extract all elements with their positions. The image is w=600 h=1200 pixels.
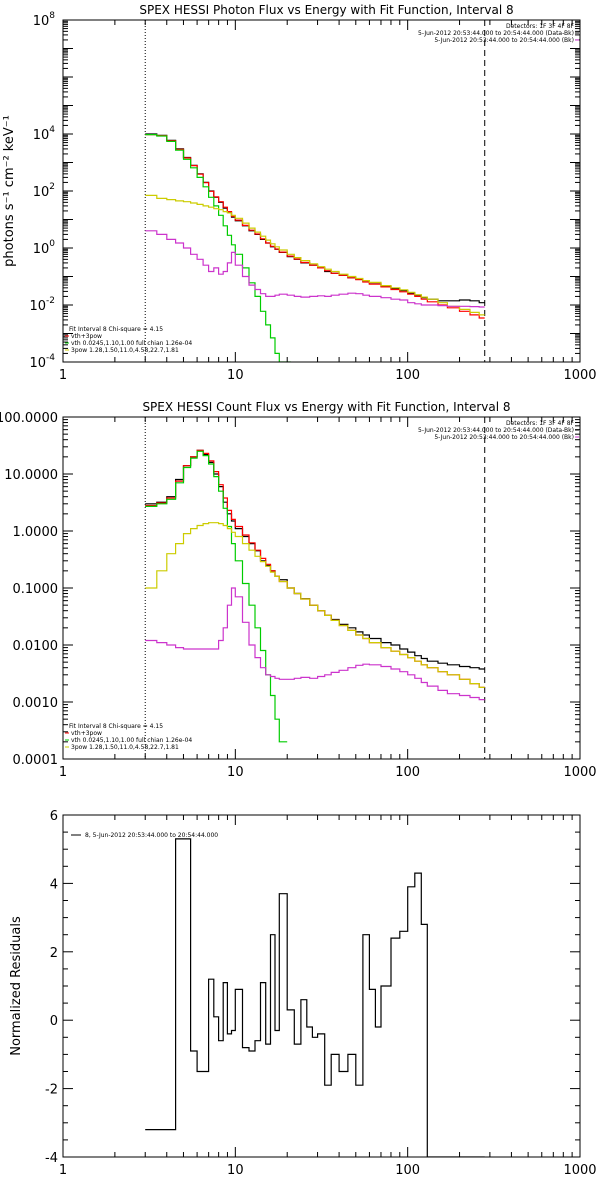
x-tick-label: 1 [59, 1163, 67, 1178]
y-tick-label: -4 [45, 1151, 58, 1166]
series-group [145, 449, 485, 743]
series-line-4 [145, 230, 485, 308]
legend-item: 5-Jun-2012 20:53:44.000 to 20:54:44.000 … [418, 427, 574, 434]
legend-item: Fit Interval 8 Chi-square = 4.15 [69, 723, 163, 730]
y-tick-label: 108 [33, 11, 56, 29]
plot-frame [62, 416, 581, 760]
y-axis-label: Normalized Residuals [9, 916, 24, 1056]
series-line-4 [145, 587, 485, 701]
y-tick-label: 4 [50, 877, 58, 892]
legend-item: 8, 5-Jun-2012 20:53:44.000 to 20:54:44.0… [85, 832, 218, 839]
legend-item: 3pow 1.28,1.50,11.0,4.58,22.7,1.81 [71, 347, 179, 354]
legend-item: Detectors: 1F 3F 4F 8F [506, 420, 575, 427]
x-tick-label: 10 [227, 1163, 244, 1178]
photon-flux-panel: SPEX HESSI Photon Flux vs Energy with Fi… [2, 3, 597, 383]
series-line-1 [145, 134, 485, 319]
legend-item: 5-Jun-2012 20:53:44.000 to 20:54:44.000 … [434, 434, 574, 441]
x-tick-label: 1000 [563, 765, 596, 780]
legend-item: vth 0.0245,1.10,1.00 full chian 1.26e-04 [71, 340, 192, 347]
y-tick-label: -2 [45, 1083, 58, 1098]
series-line-0 [145, 449, 485, 670]
x-tick-label: 1 [59, 368, 67, 383]
y-tick-label: 0.0001 [13, 753, 59, 768]
x-tick-label: 1 [59, 765, 67, 780]
x-tick-label: 1000 [563, 1163, 596, 1178]
series-line-0 [145, 838, 485, 1157]
legend-item: 5-Jun-2012 20:53:44.000 to 20:54:44.000 … [418, 30, 574, 37]
series-group [145, 838, 485, 1157]
y-axis-label: photons s⁻¹ cm⁻² keV⁻¹ [2, 115, 17, 267]
legend-item: Detectors: 1F 3F 4F 8F [506, 23, 575, 30]
legend-item: 3pow 1.28,1.50,11.0,4.58,22.7,1.81 [71, 744, 179, 751]
x-tick-label: 100 [395, 765, 420, 780]
legend-item: Fit Interval 8 Chi-square = 4.15 [69, 326, 163, 333]
y-tick-label: 10-2 [29, 296, 55, 314]
chart-title: SPEX HESSI Photon Flux vs Energy with Fi… [139, 3, 513, 17]
y-tick-label: 1.0000 [13, 525, 59, 540]
y-tick-label: 100 [33, 239, 56, 257]
plot-frame [62, 19, 581, 363]
y-tick-label: 0.1000 [13, 582, 59, 597]
count-flux-panel: SPEX HESSI Count Flux vs Energy with Fit… [0, 400, 597, 780]
y-tick-label: 0.0010 [13, 696, 59, 711]
x-tick-label: 100 [395, 1163, 420, 1178]
y-tick-label: 2 [50, 946, 58, 961]
y-tick-label: 104 [33, 125, 56, 143]
y-tick-label: 0.0100 [13, 639, 59, 654]
x-tick-label: 10 [227, 765, 244, 780]
legend-item: vth+3pow [71, 730, 102, 737]
series-line-2 [145, 450, 288, 743]
x-tick-label: 1000 [563, 368, 596, 383]
series-line-3 [145, 522, 485, 688]
series-group [145, 133, 485, 362]
y-tick-label: 10.0000 [4, 468, 58, 483]
series-line-1 [145, 449, 485, 688]
series-line-2 [145, 134, 291, 362]
plot-frame [62, 814, 581, 1158]
y-tick-label: 102 [33, 182, 55, 200]
chart-title: SPEX HESSI Count Flux vs Energy with Fit… [142, 400, 510, 414]
legend-item: vth 0.0245,1.10,1.00 full chian 1.26e-04 [71, 737, 192, 744]
y-tick-label: 6 [50, 809, 58, 824]
legend-item: vth+3pow [71, 333, 102, 340]
legend-item: 5-Jun-2012 20:53:44.000 to 20:54:44.000 … [434, 37, 574, 44]
y-tick-label: 0 [50, 1014, 58, 1029]
x-tick-label: 10 [227, 368, 244, 383]
series-line-3 [145, 194, 485, 316]
series-line-0 [145, 133, 485, 304]
residuals-panel: 1 10 100 1000 -4 -2 0 2 4 6 Normalized Residuals 8,… [9, 809, 597, 1178]
y-tick-label: 10-4 [29, 353, 55, 371]
y-tick-label: 100.0000 [0, 411, 58, 426]
x-tick-label: 100 [395, 368, 420, 383]
